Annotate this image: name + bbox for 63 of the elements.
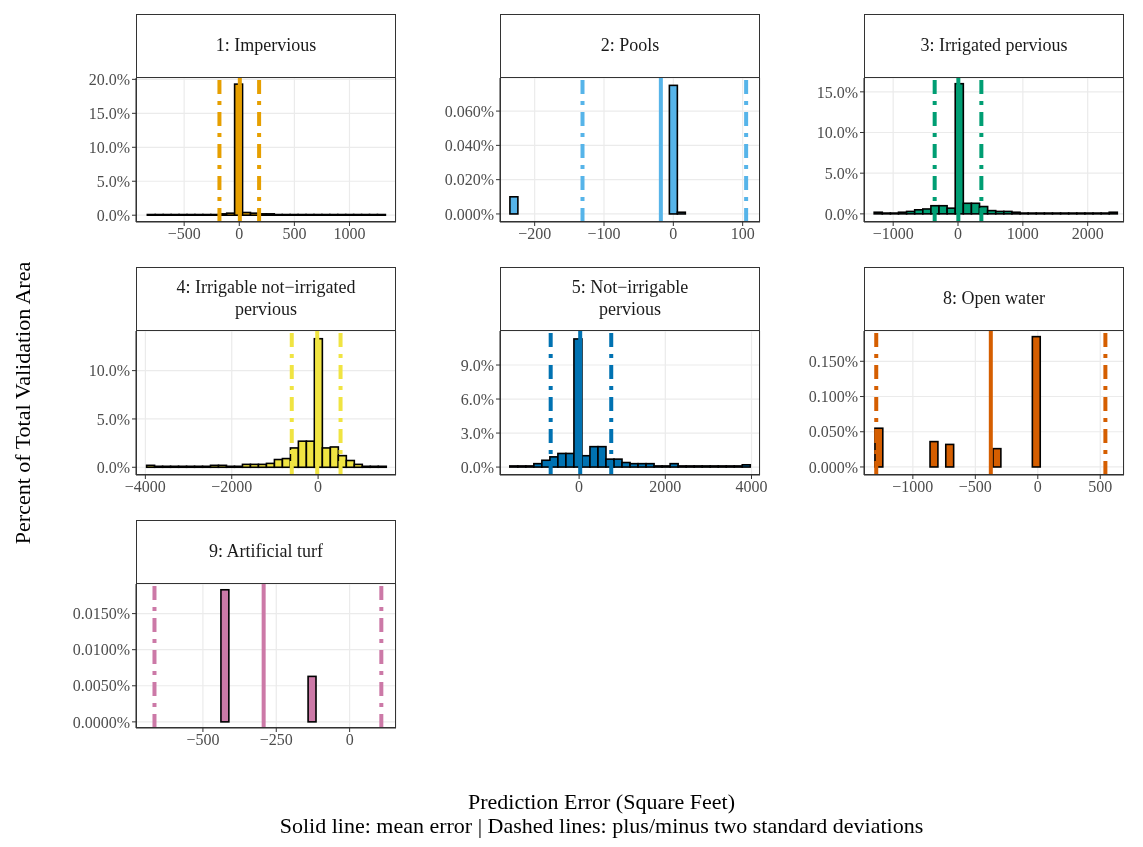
- text: Solid line: mean error | Dashed lines: plus/minus two standard deviations: [278, 813, 925, 839]
- x-tick-label: −500: [958, 478, 992, 496]
- x-tick-label: 0: [345, 731, 354, 749]
- x-tick-label: 0: [669, 225, 678, 243]
- x-tick-label: −200: [518, 225, 552, 243]
- y-tick-label: 0.0%: [96, 206, 130, 224]
- y-tick-label: 15.0%: [816, 83, 858, 101]
- y-tick-label: 0.0%: [96, 458, 130, 476]
- chart-title: 5: Not−irrigable pervious: [500, 267, 760, 331]
- y-tick-label: 5.0%: [824, 164, 858, 182]
- x-tick-label: 0: [1033, 478, 1042, 496]
- x-tick-label: −500: [167, 225, 201, 243]
- y-tick-label: 9.0%: [460, 356, 494, 374]
- y-tick-label: 0.0100%: [72, 641, 130, 659]
- x-tick-label: −4000: [124, 478, 166, 496]
- y-tick-label: 5.0%: [96, 172, 130, 190]
- y-tick-label: 0.0150%: [72, 605, 130, 623]
- x-tick-label: 0: [235, 225, 244, 243]
- y-tick-label: 0.000%: [444, 205, 494, 223]
- y-tick-label: 0.060%: [444, 102, 494, 120]
- x-tick-label: 500: [1088, 478, 1113, 496]
- y-tick-label: 0.0050%: [72, 677, 130, 695]
- x-tick-label: 2000: [1071, 225, 1104, 243]
- y-tick-label: 0.100%: [808, 388, 858, 406]
- y-tick-label: 0.150%: [808, 352, 858, 370]
- y-tick-label: 0.000%: [808, 458, 858, 476]
- chart-title: 3: Irrigated pervious: [864, 14, 1124, 78]
- x-axis-title: Prediction Error (Square Feet): [467, 789, 736, 815]
- x-tick-label: 1000: [333, 225, 366, 243]
- y-tick-label: 0.0000%: [72, 713, 130, 731]
- chart-title: 4: Irrigable not−irrigated pervious: [136, 267, 396, 331]
- chart-title: 9: Artificial turf: [136, 520, 396, 584]
- x-tick-label: 500: [282, 225, 307, 243]
- chart-title: 1: Impervious: [136, 14, 396, 78]
- x-tick-label: 4000: [735, 478, 768, 496]
- y-tick-label: 3.0%: [460, 424, 494, 442]
- y-tick-label: 10.0%: [88, 138, 130, 156]
- y-tick-label: 0.050%: [808, 423, 858, 441]
- x-tick-label: 2000: [649, 478, 682, 496]
- x-tick-label: −500: [186, 731, 220, 749]
- y-tick-label: 10.0%: [88, 362, 130, 380]
- x-tick-label: −2000: [211, 478, 253, 496]
- y-tick-label: 0.020%: [444, 171, 494, 189]
- y-tick-label: 0.0%: [824, 205, 858, 223]
- chart-title: 8: Open water: [864, 267, 1124, 331]
- x-tick-label: −1000: [872, 225, 914, 243]
- chart-title: 2: Pools: [500, 14, 760, 78]
- y-tick-label: 20.0%: [88, 71, 130, 89]
- x-tick-label: 1000: [1006, 225, 1039, 243]
- y-tick-label: 15.0%: [88, 105, 130, 122]
- x-tick-label: 0: [575, 478, 584, 496]
- y-tick-label: 6.0%: [460, 390, 494, 408]
- x-tick-label: −1000: [892, 478, 934, 496]
- y-tick-label: 0.040%: [444, 137, 494, 155]
- y-tick-label: 5.0%: [96, 410, 130, 428]
- y-tick-label: 10.0%: [816, 124, 858, 142]
- x-tick-label: −250: [259, 731, 293, 749]
- y-axis-title: Percent of Total Validation Area: [10, 261, 36, 545]
- x-tick-label: 0: [954, 225, 963, 243]
- x-tick-label: 100: [730, 225, 755, 243]
- y-tick-label: 0.0%: [460, 458, 494, 476]
- x-tick-label: 0: [314, 478, 323, 496]
- x-tick-label: −100: [587, 225, 621, 243]
